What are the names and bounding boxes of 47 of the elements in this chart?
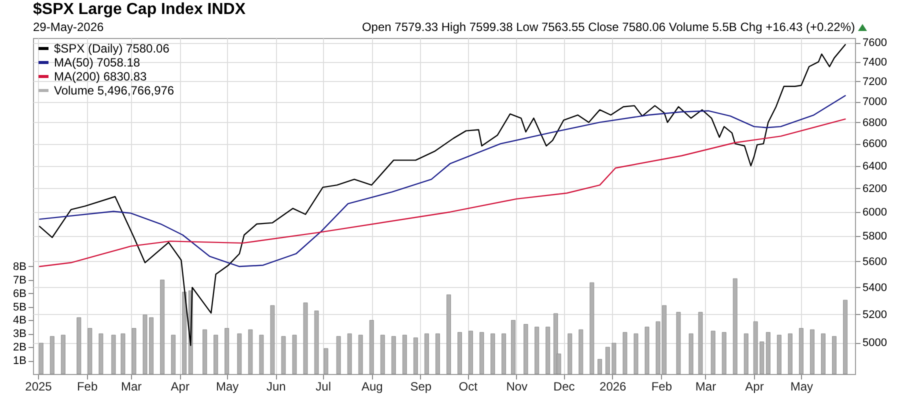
x-tick-label: Aug (361, 380, 383, 394)
y-tick-label: 5000 (862, 337, 887, 350)
x-tick-label: Sep (410, 380, 432, 394)
x-tick-label: Mar (121, 380, 142, 394)
y2-tick-label: 8B (13, 260, 26, 273)
x-tick-label: Dec (553, 380, 575, 394)
y-tick-label: 7600 (862, 37, 887, 50)
y-tick-label: 6200 (862, 182, 887, 195)
y-tick-label: 6800 (862, 116, 887, 129)
legend-label: $SPX (Daily) 7580.06 (54, 42, 170, 56)
x-tick-label: May (216, 380, 239, 394)
chart-subtitle: 29-May-2026 (33, 20, 104, 34)
y2-tick-label: 4B (13, 314, 26, 327)
x-tick-label: Feb (651, 380, 672, 394)
text: Open 7579.33 High 7599.38 Low 7563.55 Close 7580.06 Volume 5.5B Chg +16.43 (+0.22%) (362, 20, 855, 34)
y-tick-label: 6600 (862, 138, 887, 150)
y-tick-label: 6000 (862, 206, 887, 218)
y2-tick-label: 3B (13, 328, 26, 340)
x-tick-label: Jun (266, 380, 286, 394)
y-tick-label: 5200 (862, 308, 887, 321)
y2-tick-label: 6B (13, 288, 26, 300)
y2-tick-label: 1B (13, 355, 26, 368)
y-tick-label: 7200 (862, 76, 887, 88)
y-tick-label: 7000 (862, 96, 887, 108)
legend-label: Volume 5,496,766,976 (54, 84, 174, 98)
y-tick-label: 5600 (862, 256, 887, 268)
y2-tick-label: 2B (13, 342, 26, 354)
y2-tick-label: 5B (13, 301, 26, 314)
legend-label: MA(50) 7058.18 (54, 56, 140, 70)
x-tick-label: Apr (170, 380, 190, 394)
x-tick-label: Nov (506, 380, 528, 394)
x-tick-label: Oct (458, 380, 478, 394)
legend-label: MA(200) 6830.83 (54, 70, 148, 84)
y-tick-label: 5400 (862, 282, 887, 294)
y-tick-label: 6400 (862, 160, 887, 172)
x-tick-label: May (790, 380, 814, 394)
x-tick-label: Feb (76, 380, 98, 394)
x-tick-label: 2025 (25, 380, 52, 394)
y-tick-label: 5800 (862, 230, 887, 243)
y2-tick-label: 7B (13, 274, 26, 286)
chart-title: $SPX Large Cap Index INDX (33, 1, 246, 19)
x-tick-label: Jul (316, 380, 331, 394)
x-tick-label: 2026 (600, 380, 627, 394)
x-tick-label: Apr (745, 380, 764, 394)
x-tick-label: Mar (695, 380, 716, 394)
line-series (38, 44, 846, 346)
y-tick-label: 7400 (862, 56, 887, 68)
